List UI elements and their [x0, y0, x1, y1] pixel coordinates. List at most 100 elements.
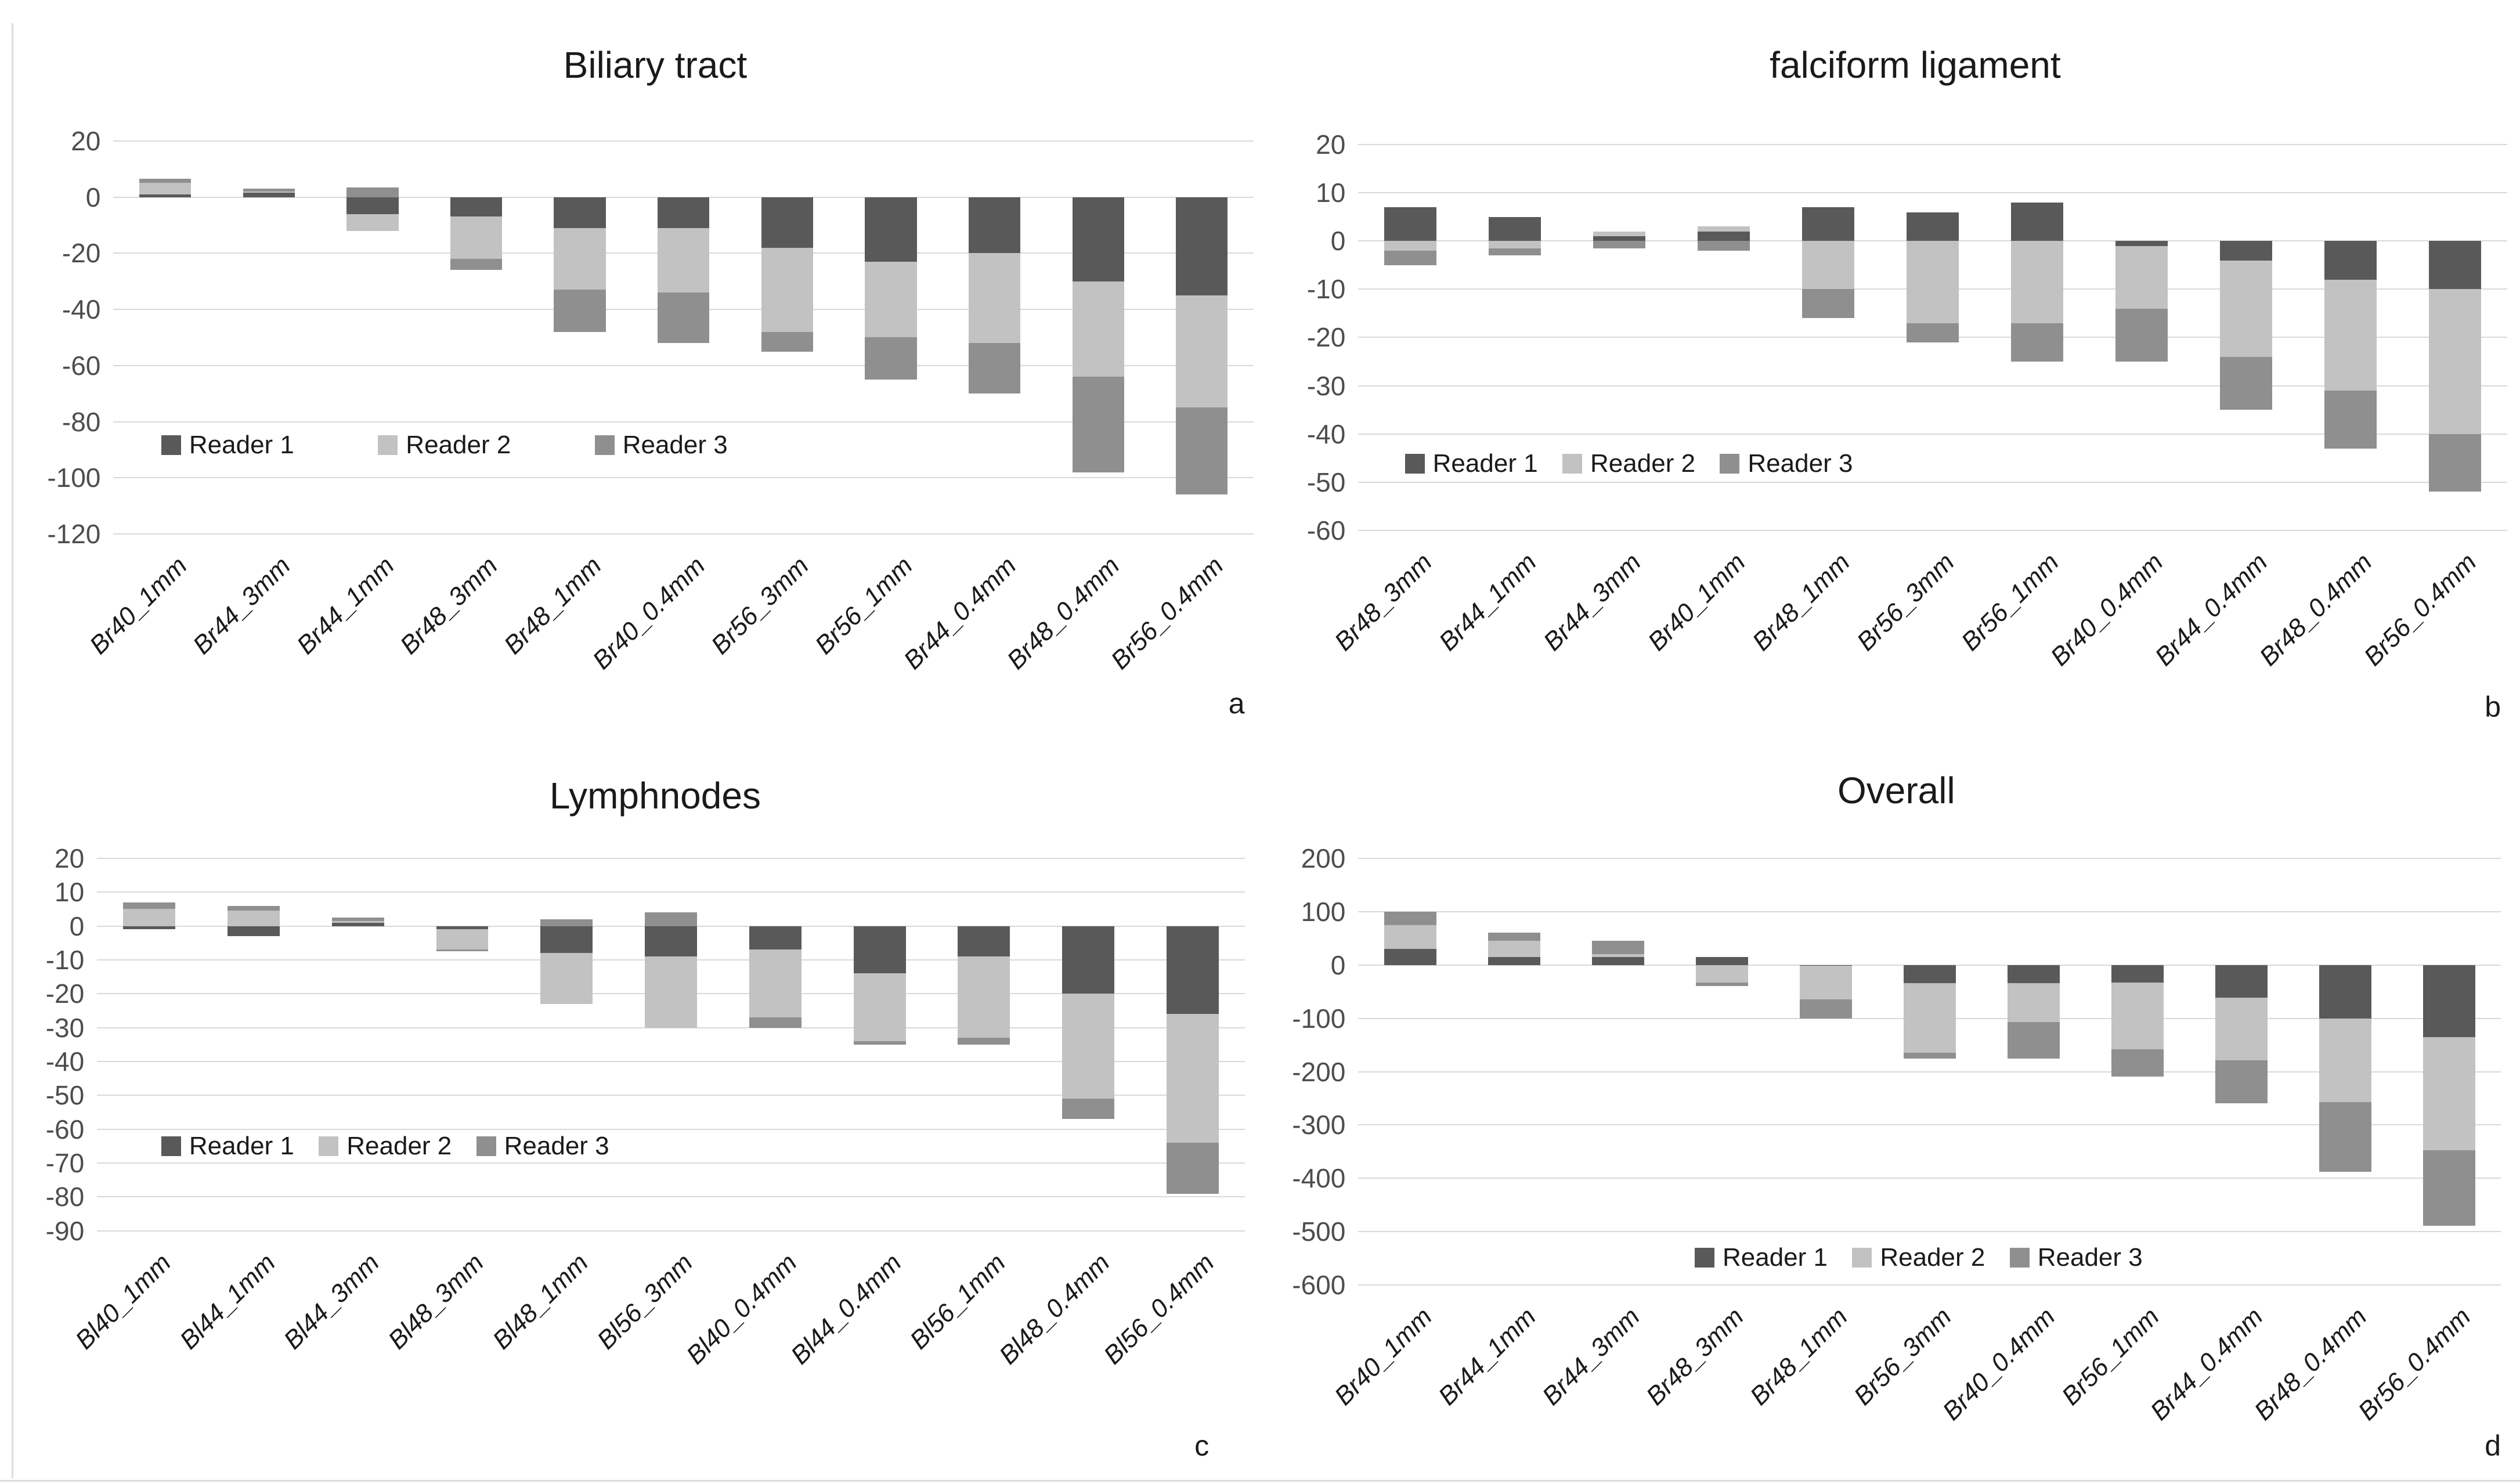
y-axis-tick-label: -600 — [1292, 1270, 1346, 1301]
bar-segment — [1384, 925, 1436, 949]
gridline — [1358, 1124, 2501, 1126]
bar-segment — [1489, 216, 1541, 241]
bar-segment — [1384, 207, 1437, 241]
panel-letter: c — [1194, 1429, 1210, 1462]
bar-segment — [1592, 941, 1644, 955]
bar-segment — [123, 926, 175, 930]
bar-segment — [853, 1041, 906, 1045]
gridline — [113, 364, 1254, 366]
bar-segment — [645, 926, 697, 957]
y-axis-tick-label: -120 — [47, 519, 101, 550]
gridline — [1358, 433, 2508, 435]
bar-segment — [958, 1038, 1010, 1045]
gridline — [97, 1128, 1245, 1130]
bar-segment — [1384, 250, 1437, 265]
bar-segment — [2215, 997, 2268, 1061]
bar-segment — [2429, 434, 2482, 492]
bar-segment — [1592, 956, 1644, 965]
bar-segment — [2324, 241, 2377, 280]
bar-segment — [958, 926, 1010, 957]
y-axis-tick-label: -500 — [1292, 1216, 1346, 1247]
bar-segment — [658, 197, 710, 228]
bar-segment — [1698, 226, 1750, 232]
bar-segment — [1176, 197, 1228, 295]
bar-segment — [968, 197, 1021, 254]
y-axis-tick-label: 10 — [55, 877, 85, 908]
bar-segment — [436, 949, 489, 952]
bar-segment — [243, 191, 295, 193]
bar-segment — [139, 179, 192, 183]
bar-segment — [346, 214, 399, 231]
panel-overall: Overall Reader 1 Reader 2 Reader 3 d 200 10… — [1260, 742, 2520, 1484]
y-axis-tick-label: 20 — [71, 125, 101, 156]
bar-segment — [2324, 390, 2377, 449]
bar-segment — [2319, 1102, 2371, 1172]
bar-segment — [1698, 231, 1750, 241]
gridline — [113, 140, 1254, 142]
y-axis-tick-label: -10 — [45, 944, 85, 975]
panel-letter: a — [1228, 687, 1245, 720]
bar-segment — [2423, 1037, 2475, 1150]
plot-area — [1358, 144, 2508, 531]
y-axis-tick-label: 100 — [1301, 896, 1346, 927]
plot-area — [113, 140, 1254, 535]
bar-segment — [1696, 982, 1748, 987]
y-axis-tick-label: 10 — [1316, 178, 1346, 208]
gridline — [97, 891, 1245, 893]
bar-segment — [1489, 241, 1541, 248]
y-axis-tick-label: -100 — [47, 463, 101, 493]
bar-segment — [1593, 231, 1646, 237]
bar-segment — [139, 194, 192, 197]
plot-area — [1358, 857, 2501, 1286]
gridline — [1358, 1071, 2501, 1073]
bar-segment — [1592, 954, 1644, 957]
chart-title: Overall — [1837, 769, 1955, 811]
y-axis-tick-label: 0 — [1330, 226, 1346, 257]
bar-segment — [1907, 212, 1959, 241]
bar-segment — [1907, 241, 1959, 323]
bar-segment — [2008, 965, 2060, 983]
bar-segment — [540, 926, 593, 954]
bar-segment — [1904, 965, 1956, 983]
bar-segment — [749, 1017, 802, 1028]
y-axis-tick-label: -40 — [1306, 418, 1346, 449]
bar-segment — [2115, 245, 2168, 309]
gridline — [113, 533, 1254, 535]
y-axis-tick-label: -60 — [62, 350, 101, 381]
gridline — [97, 1061, 1245, 1062]
y-axis-tick-label: -40 — [62, 294, 101, 325]
bar-segment — [1907, 323, 1959, 342]
bar-segment — [1696, 956, 1748, 965]
bar-segment — [1802, 289, 1855, 319]
bar-segment — [1800, 966, 1852, 1000]
y-axis-tick-label: -30 — [45, 1012, 85, 1043]
bar-segment — [2423, 965, 2475, 1037]
bar-segment — [554, 290, 606, 332]
bar-segment — [450, 259, 503, 270]
panel-biliary-tract: Biliary tract Reader 1 Reader 2 Reader 3 a… — [0, 0, 1260, 742]
gridline — [113, 421, 1254, 423]
bar-segment — [1167, 1143, 1219, 1194]
y-axis-tick-label: -60 — [1306, 515, 1346, 546]
bar-segment — [436, 926, 489, 930]
bar-segment — [1062, 994, 1115, 1099]
bar-segment — [1072, 281, 1124, 377]
bar-segment — [1072, 197, 1124, 281]
y-axis-tick-label: -300 — [1292, 1110, 1346, 1140]
bar-segment — [2111, 982, 2164, 1049]
bar-segment — [1698, 241, 1750, 251]
bar-segment — [139, 183, 192, 194]
bar-segment — [1904, 1053, 1956, 1059]
bar-segment — [2319, 965, 2371, 1019]
y-axis-tick-label: -20 — [62, 238, 101, 269]
gridline — [1358, 1284, 2501, 1286]
bar-segment — [1062, 926, 1115, 994]
bar-segment — [2423, 1150, 2475, 1226]
gridline — [113, 477, 1254, 479]
y-axis-tick-label: -50 — [45, 1080, 85, 1111]
bar-segment — [968, 253, 1021, 344]
y-axis-tick-label: 20 — [1316, 129, 1346, 160]
gridline — [1358, 529, 2508, 531]
bar-segment — [2429, 241, 2482, 290]
